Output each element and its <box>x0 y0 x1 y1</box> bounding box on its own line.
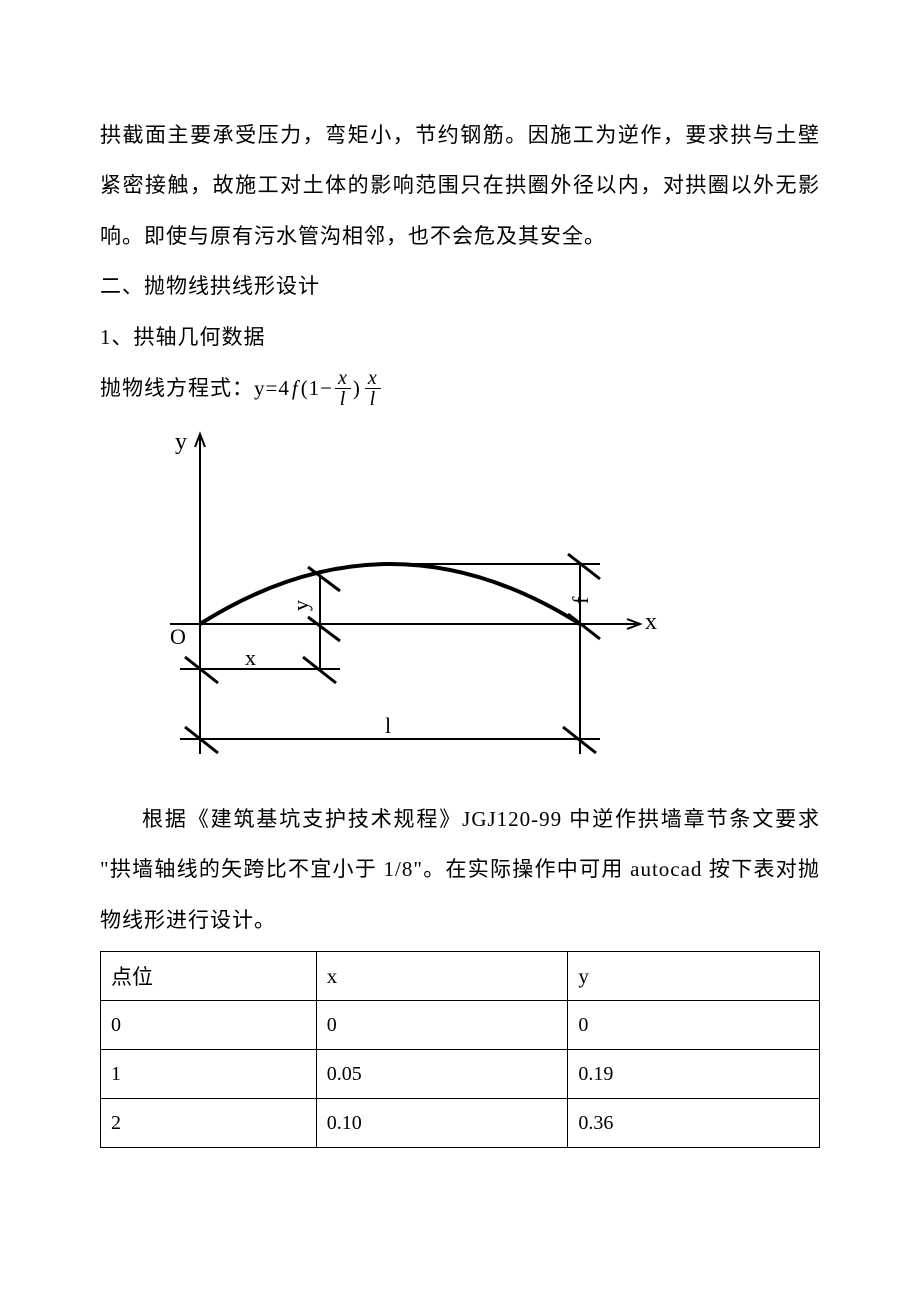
f-dim-label: f <box>568 596 593 604</box>
f-dim-tick-top <box>568 554 600 579</box>
table-row: 2 0.10 0.36 <box>101 1099 820 1148</box>
table-header-cell: y <box>568 952 820 1001</box>
formula-prefix: y=4 <box>254 372 290 406</box>
x-axis-label: x <box>645 609 657 635</box>
parabola-curve <box>200 564 580 624</box>
formula-open: (1− <box>301 372 333 406</box>
fraction-1-den: l <box>337 389 350 409</box>
table-cell: 0.05 <box>316 1050 568 1099</box>
formula-label: 抛物线方程式： <box>100 372 254 406</box>
formula-close: ) <box>353 372 361 406</box>
l-dim-label: l <box>385 713 391 738</box>
y-dim-label: y <box>288 600 313 611</box>
table-row: 0 0 0 <box>101 1001 820 1050</box>
table-cell: 0 <box>568 1001 820 1050</box>
table-cell: 0 <box>101 1001 317 1050</box>
heading-section-2: 二、抛物线拱线形设计 <box>100 261 820 311</box>
table-header-cell: x <box>316 952 568 1001</box>
table-cell: 1 <box>101 1050 317 1099</box>
subheading-1: 1、拱轴几何数据 <box>100 312 820 362</box>
table-cell: 0.19 <box>568 1050 820 1099</box>
origin-label: O <box>170 624 186 649</box>
fraction-2-den: l <box>367 389 380 409</box>
table-cell: 0 <box>316 1001 568 1050</box>
f-dim-tick-bot <box>568 614 600 639</box>
fraction-1: x l <box>335 368 351 409</box>
formula-line: 抛物线方程式： y=4 f (1− x l ) x l <box>100 368 820 409</box>
parabola-diagram: y x O y f x <box>140 419 820 784</box>
page: 拱截面主要承受压力，弯矩小，节约钢筋。因施工为逆作，要求拱与土壁紧密接触，故施工… <box>0 0 920 1302</box>
table-header-cell: 点位 <box>101 952 317 1001</box>
fraction-1-num: x <box>335 368 351 389</box>
table-cell: 2 <box>101 1099 317 1148</box>
formula-f: f <box>292 372 299 406</box>
x-dim-label: x <box>245 645 256 670</box>
table-row: 1 0.05 0.19 <box>101 1050 820 1099</box>
paragraph-spec: 根据《建筑基坑支护技术规程》JGJ120-99 中逆作拱墙章节条文要求 "拱墙轴… <box>100 794 820 945</box>
table-cell: 0.10 <box>316 1099 568 1148</box>
fraction-2-num: x <box>365 368 381 389</box>
y-dim-tick-bot <box>308 617 340 641</box>
fraction-2: x l <box>365 368 381 409</box>
paragraph-intro: 拱截面主要承受压力，弯矩小，节约钢筋。因施工为逆作，要求拱与土壁紧密接触，故施工… <box>100 110 820 261</box>
table-header-row: 点位 x y <box>101 952 820 1001</box>
y-axis-label: y <box>175 429 187 455</box>
diagram-svg: y x O y f x <box>140 419 660 779</box>
table-cell: 0.36 <box>568 1099 820 1148</box>
coordinates-table: 点位 x y 0 0 0 1 0.05 0.19 2 0.10 0.36 <box>100 951 820 1148</box>
